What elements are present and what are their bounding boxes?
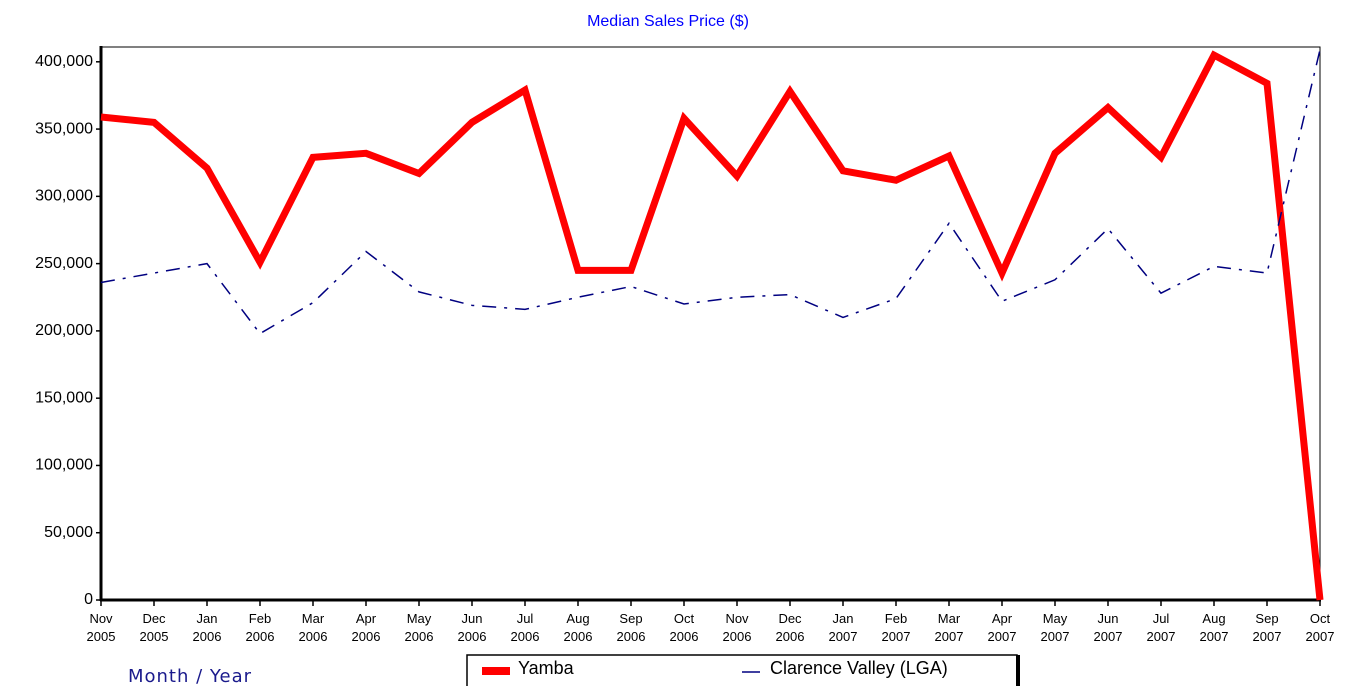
legend-label: Yamba xyxy=(518,658,575,678)
y-tick-label: 100,000 xyxy=(35,457,93,474)
y-tick-label: 300,000 xyxy=(35,188,93,205)
x-tick-label: Dec 2005 xyxy=(139,611,169,644)
x-tick-label: Nov 2006 xyxy=(722,611,752,644)
y-tick-label: 250,000 xyxy=(35,255,93,272)
x-tick-label: Jun 2006 xyxy=(457,611,487,644)
x-tick-label: Oct 2006 xyxy=(669,611,699,644)
y-tick-label: 200,000 xyxy=(35,322,93,339)
x-tick-label: Feb 2007 xyxy=(881,611,911,644)
x-tick-label: Jun 2007 xyxy=(1093,611,1123,644)
chart-title: Median Sales Price ($) xyxy=(587,13,749,30)
legend-label: Clarence Valley (LGA) xyxy=(770,658,948,678)
legend-edge xyxy=(1016,655,1020,686)
series-line xyxy=(100,50,1324,601)
legend-swatch xyxy=(482,667,510,675)
x-tick-label: Sep 2006 xyxy=(616,611,646,644)
y-tick-label: 50,000 xyxy=(44,524,93,541)
x-tick-label: Jul 2006 xyxy=(510,611,540,644)
x-tick-label: Jan 2006 xyxy=(192,611,222,644)
x-tick-label: May 2006 xyxy=(404,611,434,644)
x-tick-label: Oct 2007 xyxy=(1305,611,1335,644)
y-tick-label: 400,000 xyxy=(35,53,93,70)
x-tick-label: Apr 2007 xyxy=(987,611,1017,644)
x-tick-label: Mar 2006 xyxy=(298,611,328,644)
x-tick-label: Sep 2007 xyxy=(1252,611,1282,644)
plot-frame xyxy=(100,46,1321,601)
x-tick-label: May 2007 xyxy=(1040,611,1070,644)
x-tick-label: Apr 2006 xyxy=(351,611,381,644)
y-tick-label: 0 xyxy=(84,591,93,608)
x-tick-label: Feb 2006 xyxy=(245,611,275,644)
x-axis-label: Month / Year xyxy=(128,666,252,686)
x-tick-label: Jan 2007 xyxy=(828,611,858,644)
series-line xyxy=(100,49,1321,335)
x-tick-label: Aug 2006 xyxy=(563,611,593,644)
y-tick-label: 350,000 xyxy=(35,120,93,137)
y-tick-label: 150,000 xyxy=(35,389,93,406)
x-tick-label: Dec 2006 xyxy=(775,611,805,644)
x-tick-label: Nov 2005 xyxy=(86,611,116,644)
x-tick-label: Jul 2007 xyxy=(1146,611,1176,644)
x-tick-label: Aug 2007 xyxy=(1199,611,1229,644)
x-tick-label: Mar 2007 xyxy=(934,611,964,644)
